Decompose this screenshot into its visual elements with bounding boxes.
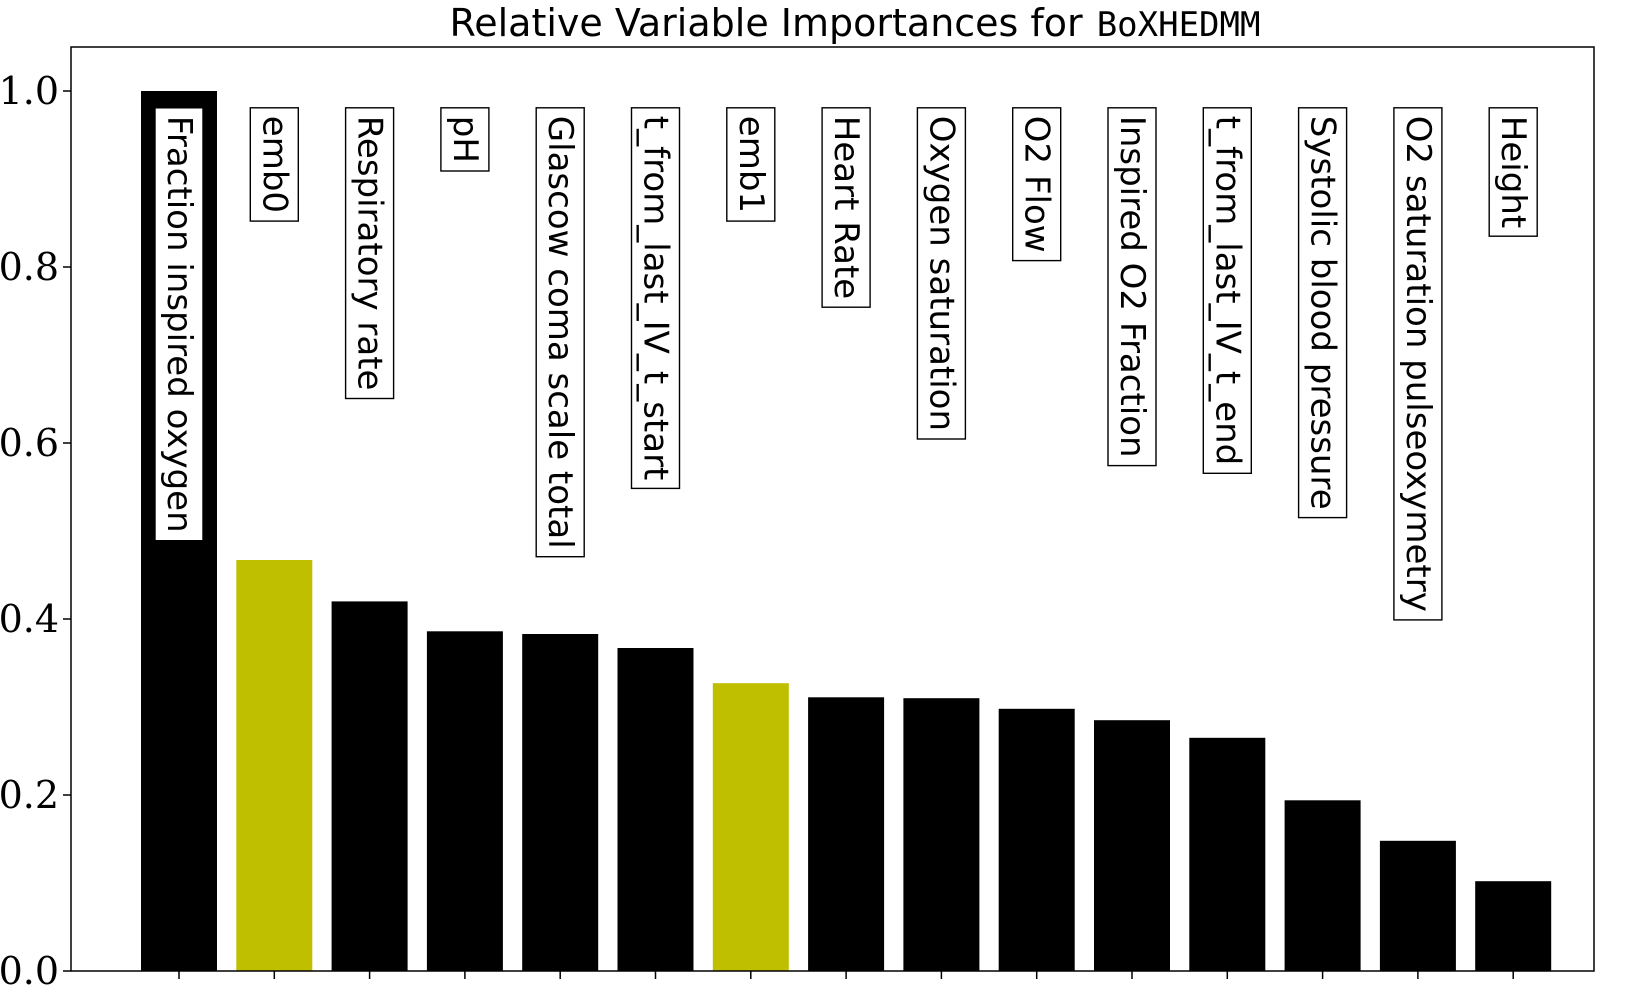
bar-label-0: Fraction inspired oxygen — [159, 116, 199, 533]
axes-layer: 0.0 0.2 0.4 0.6 0.8 1.0 — [0, 46, 1595, 993]
bar-12 — [1284, 800, 1361, 971]
bar-label-3: pH — [445, 116, 485, 163]
y-tick-label-1: 0.2 — [0, 773, 59, 817]
bar-2 — [331, 601, 408, 971]
bar-label-group-0: Fraction inspired oxygen — [154, 107, 204, 542]
plot-frame — [70, 46, 1595, 972]
bar-1 — [236, 560, 313, 971]
y-tick-label-2: 0.4 — [0, 597, 59, 641]
bar-label-4: Glascow coma scale total — [540, 116, 580, 549]
bar-label-5: t_from_last_IV_t_start — [636, 116, 676, 481]
bar-label-12: Systolic blood pressure — [1303, 116, 1343, 510]
bar-label-group-5: t_from_last_IV_t_start — [630, 107, 681, 490]
bars-layer — [141, 91, 1552, 971]
bar-label-9: O2 Flow — [1017, 116, 1057, 253]
bar-label-box-5 — [630, 107, 681, 490]
bar-label-box-8 — [916, 107, 967, 440]
bar-label-box-13 — [1393, 107, 1443, 621]
chart-title-model: BoXHEDMM — [1097, 5, 1261, 45]
bar-label-group-6: emb1 — [726, 107, 776, 222]
bar-13 — [1379, 840, 1456, 971]
bar-label-group-14: Height — [1488, 107, 1538, 237]
bar-label-group-7: Heart Rate — [821, 107, 871, 308]
chart-title: Relative Variable Importances for BoXHED… — [450, 1, 1261, 45]
bar-label-box-1 — [249, 107, 299, 222]
bar-label-8: Oxygen saturation — [921, 116, 961, 431]
y-tick-label-3: 0.6 — [0, 421, 59, 465]
bar-label-box-0 — [154, 107, 204, 542]
bar-label-box-6 — [726, 107, 776, 222]
bar-label-box-10 — [1107, 107, 1157, 467]
bar-label-box-3 — [440, 107, 490, 172]
bar-7 — [808, 697, 885, 971]
bar-4 — [522, 634, 599, 971]
bar-label-7: Heart Rate — [826, 116, 866, 299]
bar-label-group-12: Systolic blood pressure — [1297, 107, 1348, 519]
bar-label-box-14 — [1488, 107, 1538, 237]
bar-label-box-9 — [1011, 107, 1062, 262]
bar-9 — [998, 708, 1075, 971]
bar-label-1: emb0 — [254, 116, 294, 213]
bar-label-group-1: emb0 — [249, 107, 299, 222]
y-tick-label-4: 0.8 — [0, 245, 59, 289]
bar-label-2: Respiratory rate — [350, 116, 390, 391]
bar-label-group-2: Respiratory rate — [344, 107, 395, 400]
bar-label-group-13: O2 saturation pulseoxymetry — [1393, 107, 1443, 621]
bar-label-box-2 — [344, 107, 395, 400]
bar-label-group-8: Oxygen saturation — [916, 107, 967, 440]
y-tick-label-0: 0.0 — [0, 949, 59, 993]
bar-label-14: Height — [1493, 116, 1533, 228]
bar-labels-layer: Fraction inspired oxygen emb0 Respiratory … — [154, 107, 1538, 621]
bar-5 — [617, 648, 694, 971]
bar-label-group-10: Inspired O2 Fraction — [1107, 107, 1157, 467]
bar-label-box-4 — [535, 107, 585, 558]
bar-label-6: emb1 — [731, 116, 771, 213]
chart-title-text: Relative Variable Importances for — [450, 1, 1084, 45]
bar-label-group-3: pH — [440, 107, 490, 172]
bar-label-group-11: t_from_last_IV_t_end — [1202, 107, 1253, 475]
bar-label-box-12 — [1297, 107, 1348, 519]
bar-3 — [426, 631, 503, 971]
bar-label-box-7 — [821, 107, 871, 308]
bar-11 — [1189, 737, 1266, 971]
y-tick-label-5: 1.0 — [0, 69, 59, 113]
bar-10 — [1094, 720, 1170, 971]
bar-6 — [712, 683, 789, 971]
bar-label-group-4: Glascow coma scale total — [535, 107, 585, 558]
bar-14 — [1475, 881, 1552, 971]
bar-label-group-9: O2 Flow — [1011, 107, 1062, 262]
bar-label-box-11 — [1202, 107, 1253, 475]
bar-8 — [903, 698, 980, 971]
bar-label-13: O2 saturation pulseoxymetry — [1398, 116, 1438, 612]
bar-label-10: Inspired O2 Fraction — [1112, 116, 1152, 458]
bar-label-11: t_from_last_IV_t_end — [1207, 116, 1247, 465]
